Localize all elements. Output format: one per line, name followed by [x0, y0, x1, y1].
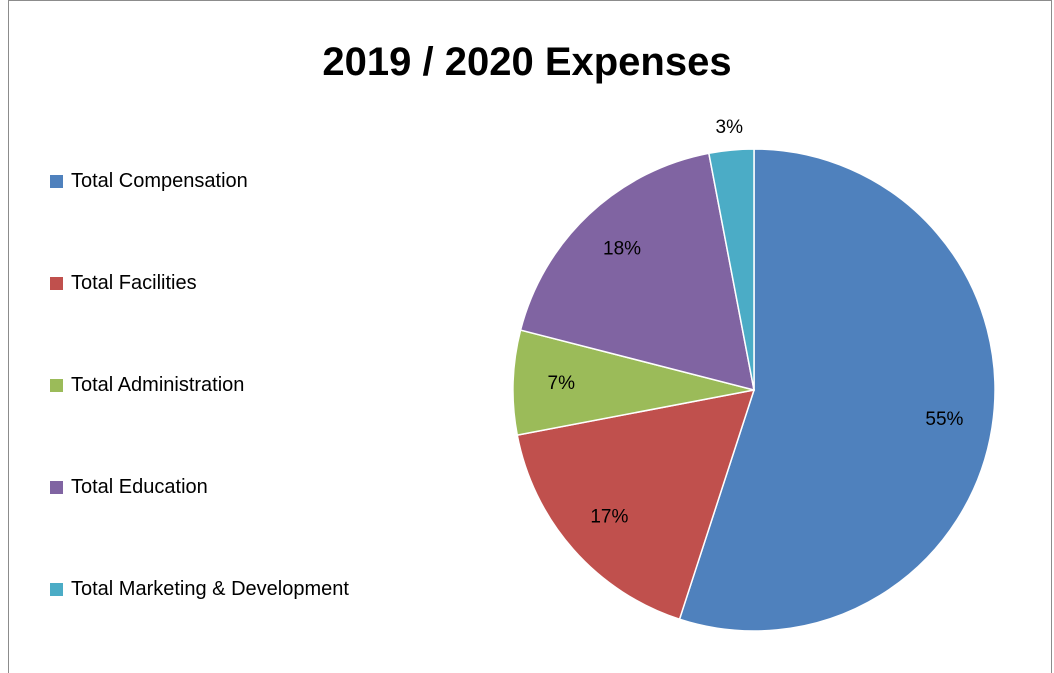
chart-title: 2019 / 2020 Expenses — [322, 40, 732, 84]
legend-swatch-compensation — [50, 174, 63, 188]
legend-swatch-facilities — [50, 276, 63, 290]
legend-label-facilities: Total Facilities — [71, 271, 197, 294]
legend-item-administration: Total Administration — [50, 370, 244, 400]
legend-item-facilities: Total Facilities — [50, 268, 197, 298]
pie-slice-facilities — [516, 389, 756, 621]
legend-swatch-marketing — [50, 582, 63, 596]
legend-label-education: Total Education — [71, 475, 208, 498]
chart-frame — [8, 0, 1052, 673]
legend-label-compensation: Total Compensation — [71, 169, 248, 192]
data-label-administration: 7% — [548, 373, 576, 394]
pie-slice-education — [519, 152, 755, 392]
legend-label-administration: Total Administration — [71, 373, 245, 396]
legend-item-marketing: Total Marketing & Development — [50, 574, 349, 604]
legend-item-education: Total Education — [50, 472, 208, 502]
pie-slice-administration — [512, 329, 755, 437]
data-label-facilities: 17% — [590, 507, 628, 528]
data-label-marketing: 3% — [716, 117, 744, 138]
legend-swatch-administration — [50, 378, 63, 392]
data-label-education: 18% — [603, 238, 641, 259]
data-label-compensation: 55% — [925, 409, 963, 430]
legend-item-compensation: Total Compensation — [50, 166, 248, 196]
legend-label-marketing: Total Marketing & Development — [71, 577, 349, 600]
pie-slice-marketing — [707, 148, 755, 391]
pie-slice-compensation — [678, 148, 996, 632]
legend-swatch-education — [50, 480, 63, 494]
